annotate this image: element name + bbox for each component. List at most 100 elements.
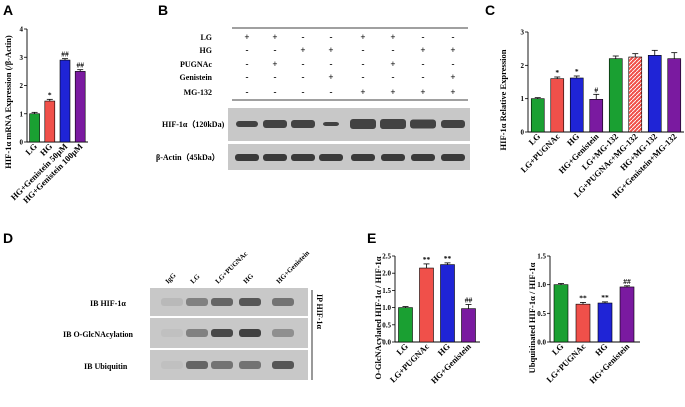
lane-label: HG+Genistein: [275, 249, 311, 285]
treatment-sign: +: [450, 87, 455, 97]
category-label: LG+PUGNAc: [388, 341, 431, 384]
treatment-sign: +: [420, 45, 425, 55]
significance-label: ##: [76, 61, 84, 70]
treatment-sign: +: [360, 87, 365, 97]
panel-b-western-blot: HIF-1α（120kDa) β-Actin（45kDa） LG + + - - + + - -…: [156, 27, 470, 170]
hif1a-band: [350, 119, 376, 129]
treatment-sign: -: [422, 32, 425, 42]
ip-band: [161, 361, 183, 369]
ip-band: [272, 329, 294, 337]
treatment-row-label: HG: [200, 46, 212, 55]
beta-actin-band: [381, 154, 405, 161]
ip-band: [211, 329, 233, 337]
ip-band: [186, 329, 208, 337]
hif1a-band: [380, 119, 406, 129]
significance-label: *: [48, 90, 52, 99]
beta-actin-band: [411, 154, 435, 161]
treatment-sign: +: [300, 45, 305, 55]
beta-actin-band: [235, 154, 259, 161]
treatment-sign: +: [390, 87, 395, 97]
y-tick-label: 0.5: [382, 321, 391, 329]
ip-band: [239, 329, 261, 337]
chart-c-ylabel: HIF-1α Relative Expression: [498, 49, 508, 150]
hif1a-band: [323, 122, 339, 126]
panel-label-e: E: [367, 230, 376, 246]
ip-label: IP HIF-1α: [315, 294, 324, 329]
beta-actin-band: [319, 154, 343, 161]
treatment-sign: -: [392, 45, 395, 55]
bar: [667, 58, 682, 133]
hif1a-band: [441, 120, 465, 128]
ip-band: [272, 298, 294, 306]
significance-label: *: [555, 68, 559, 77]
treatment-sign: -: [302, 32, 305, 42]
bar: [440, 264, 455, 343]
y-tick-label: 1: [521, 95, 525, 103]
beta-actin-band: [351, 154, 375, 161]
y-tick-label: 0: [521, 129, 525, 137]
y-tick-label: 0.5: [537, 310, 546, 318]
blot-label-beta-actin: β-Actin（45kDa）: [156, 152, 220, 162]
y-tick-label: 0.0: [382, 339, 391, 347]
treatment-sign: -: [246, 45, 249, 55]
treatment-sign: -: [452, 59, 455, 69]
treatment-sign: -: [246, 87, 249, 97]
beta-actin-band: [291, 154, 315, 161]
bar: [569, 77, 584, 133]
bar: [628, 56, 643, 133]
bar: [398, 307, 413, 343]
treatment-sign: -: [422, 72, 425, 82]
treatment-sign: +: [450, 45, 455, 55]
treatment-sign: -: [274, 45, 277, 55]
significance-label: **: [444, 254, 452, 263]
significance-label: #: [594, 85, 598, 94]
y-tick-label: 2: [20, 82, 24, 90]
significance-label: **: [601, 293, 609, 302]
category-label: HG: [593, 341, 610, 358]
ip-band: [239, 361, 261, 369]
category-label: LG: [394, 341, 410, 357]
beta-actin-band: [263, 154, 287, 161]
y-tick-label: 1.5: [382, 287, 391, 295]
bar: [608, 58, 623, 133]
treatment-row-label: MG-132: [184, 88, 212, 97]
bar: [597, 302, 613, 343]
panel-label-a: A: [3, 2, 13, 18]
hif1a-band: [236, 121, 258, 127]
treatment-sign: -: [362, 72, 365, 82]
treatment-sign: +: [450, 72, 455, 82]
treatment-sign: -: [330, 32, 333, 42]
y-tick-label: 0: [20, 139, 24, 147]
category-label: LG: [550, 341, 566, 357]
ib-row-label-ubiquitin: IB Ubiquitin: [84, 362, 128, 371]
bar: [589, 99, 604, 133]
treatment-sign: -: [452, 32, 455, 42]
ip-band: [211, 298, 233, 306]
bar: [59, 59, 71, 143]
treatment-sign: -: [302, 87, 305, 97]
lane-label: IgG: [164, 271, 178, 285]
ip-band: [186, 298, 208, 306]
lane-label: LG: [189, 272, 202, 285]
panel-label-c: C: [485, 2, 495, 18]
y-tick-label: 2: [521, 62, 525, 70]
chart-e-ubiquitin: Ubquitinated HIF-1α / HIF-1α 0.0 0.5 1.0 1.…: [527, 253, 640, 386]
treatment-sign: +: [272, 32, 277, 42]
treatment-sign: -: [274, 72, 277, 82]
chart-a: HIF-1α mRNA Expression (/β-Actin) 0 1 2 3 4 L…: [3, 26, 88, 205]
panel-d-ip-blot: IB HIF-1α IB O-GlcNAcylation IB Ubiquiti…: [63, 249, 324, 380]
bar: [419, 267, 434, 343]
significance-label: **: [423, 255, 431, 264]
treatment-sign: -: [246, 59, 249, 69]
lane-label: HG: [242, 272, 256, 286]
significance-label: ##: [623, 277, 631, 286]
treatment-sign: +: [328, 45, 333, 55]
treatment-sign: -: [274, 87, 277, 97]
ip-band: [272, 361, 294, 369]
ip-band: [186, 361, 208, 369]
y-tick-label: 1: [20, 110, 24, 118]
ip-band: [239, 298, 261, 306]
ip-band: [161, 329, 183, 337]
treatment-sign: +: [390, 32, 395, 42]
significance-label: ##: [465, 296, 473, 305]
